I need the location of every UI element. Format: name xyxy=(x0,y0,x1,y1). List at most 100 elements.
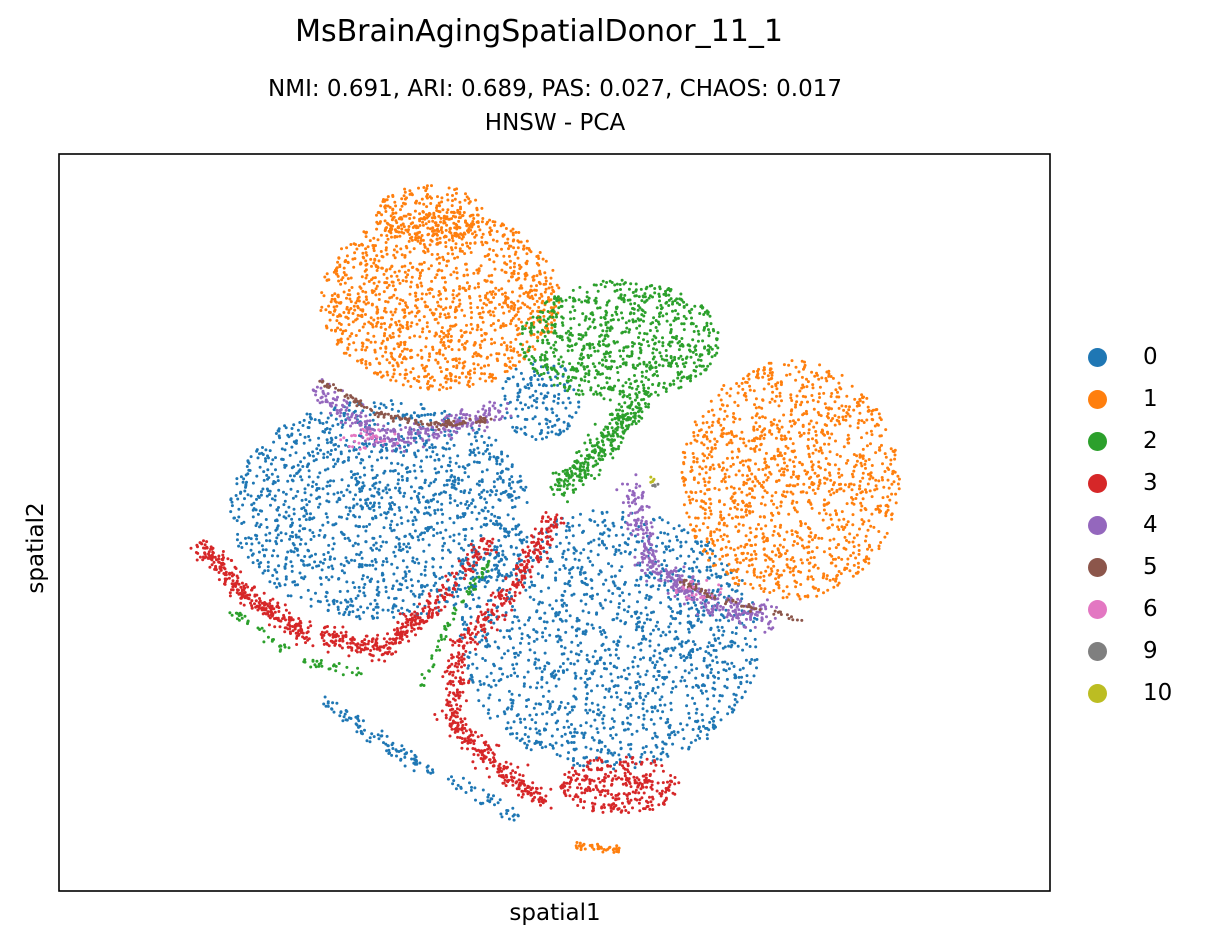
point-cluster-0 xyxy=(507,635,511,639)
point-cluster-1 xyxy=(420,234,424,237)
point-cluster-0 xyxy=(401,478,404,482)
point-cluster-1 xyxy=(480,339,484,343)
point-cluster-0 xyxy=(295,472,299,475)
point-cluster-0 xyxy=(293,546,297,550)
point-cluster-0 xyxy=(726,712,730,716)
point-cluster-1 xyxy=(488,300,492,304)
point-cluster-0 xyxy=(525,501,529,504)
point-cluster-0 xyxy=(483,497,487,501)
point-cluster-0 xyxy=(567,751,570,755)
point-cluster-1 xyxy=(492,314,496,318)
point-cluster-0 xyxy=(590,597,594,601)
point-cluster-1 xyxy=(336,294,340,298)
point-cluster-0 xyxy=(346,600,350,604)
point-cluster-0 xyxy=(426,764,430,768)
point-cluster-0 xyxy=(433,458,437,462)
point-cluster-0 xyxy=(634,628,638,632)
point-cluster-0 xyxy=(391,584,395,588)
point-cluster-1 xyxy=(519,240,523,244)
point-cluster-1 xyxy=(411,221,415,225)
point-cluster-0 xyxy=(533,584,537,587)
point-cluster-1 xyxy=(535,299,539,303)
point-cluster-0 xyxy=(573,671,577,675)
point-cluster-0 xyxy=(602,582,605,586)
point-cluster-1 xyxy=(384,241,388,244)
point-cluster-0 xyxy=(588,677,592,680)
point-cluster-0 xyxy=(656,587,660,591)
point-cluster-1 xyxy=(379,220,382,224)
point-cluster-0 xyxy=(344,556,348,560)
point-cluster-0 xyxy=(587,541,591,545)
point-cluster-0 xyxy=(287,505,291,509)
point-cluster-0 xyxy=(552,399,556,403)
point-cluster-0 xyxy=(427,505,431,509)
point-cluster-0 xyxy=(568,568,572,572)
point-cluster-0 xyxy=(251,561,255,565)
point-cluster-0 xyxy=(358,589,362,593)
point-cluster-0 xyxy=(296,428,300,432)
point-cluster-0 xyxy=(354,493,357,497)
point-cluster-0 xyxy=(458,576,462,580)
point-cluster-0 xyxy=(391,587,394,591)
point-cluster-1 xyxy=(537,263,541,267)
point-cluster-0 xyxy=(492,480,496,484)
point-cluster-0 xyxy=(313,560,317,564)
point-cluster-1 xyxy=(426,382,429,386)
point-cluster-0 xyxy=(453,499,457,503)
point-cluster-0 xyxy=(509,732,512,736)
point-cluster-1 xyxy=(489,324,493,327)
point-cluster-0 xyxy=(478,679,482,683)
point-cluster-0 xyxy=(712,681,716,685)
point-cluster-0 xyxy=(600,644,604,647)
point-cluster-0 xyxy=(640,626,644,630)
point-cluster-1 xyxy=(435,233,439,237)
point-cluster-0 xyxy=(636,620,640,624)
point-cluster-0 xyxy=(741,666,745,670)
point-cluster-1 xyxy=(464,375,468,379)
point-cluster-0 xyxy=(541,384,545,388)
point-cluster-1 xyxy=(516,256,520,260)
point-cluster-0 xyxy=(603,524,607,528)
point-cluster-1 xyxy=(468,331,472,335)
point-cluster-0 xyxy=(560,598,564,602)
point-cluster-0 xyxy=(537,702,541,706)
point-cluster-1 xyxy=(347,323,351,327)
point-cluster-0 xyxy=(246,459,250,463)
point-cluster-0 xyxy=(506,377,510,380)
point-cluster-0 xyxy=(414,761,418,765)
point-cluster-0 xyxy=(540,377,544,381)
point-cluster-0 xyxy=(317,418,321,422)
point-cluster-0 xyxy=(470,785,473,789)
point-cluster-1 xyxy=(794,585,798,589)
point-cluster-0 xyxy=(511,480,515,484)
point-cluster-0 xyxy=(349,470,353,474)
point-cluster-0 xyxy=(528,727,532,731)
point-cluster-0 xyxy=(351,581,355,585)
point-cluster-0 xyxy=(592,738,596,742)
point-cluster-1 xyxy=(375,254,379,258)
point-cluster-1 xyxy=(426,305,430,309)
point-cluster-0 xyxy=(286,550,290,554)
point-cluster-0 xyxy=(457,557,461,561)
point-cluster-0 xyxy=(298,433,302,436)
point-cluster-1 xyxy=(430,288,434,291)
point-cluster-0 xyxy=(384,540,388,544)
point-cluster-0 xyxy=(334,417,338,421)
point-cluster-1 xyxy=(459,205,462,209)
point-cluster-1 xyxy=(450,234,454,238)
point-cluster-0 xyxy=(484,644,488,648)
point-cluster-1 xyxy=(499,326,503,329)
point-cluster-1 xyxy=(403,190,407,194)
point-cluster-0 xyxy=(683,669,687,673)
point-cluster-1 xyxy=(364,276,368,280)
point-cluster-0 xyxy=(673,617,677,621)
point-cluster-1 xyxy=(403,264,407,268)
point-cluster-1 xyxy=(467,379,471,383)
point-cluster-0 xyxy=(343,411,347,415)
point-cluster-1 xyxy=(453,234,457,238)
point-cluster-1 xyxy=(764,524,768,528)
point-cluster-0 xyxy=(634,701,638,705)
point-cluster-0 xyxy=(450,474,454,477)
point-cluster-1 xyxy=(364,362,368,366)
point-cluster-0 xyxy=(401,599,405,603)
